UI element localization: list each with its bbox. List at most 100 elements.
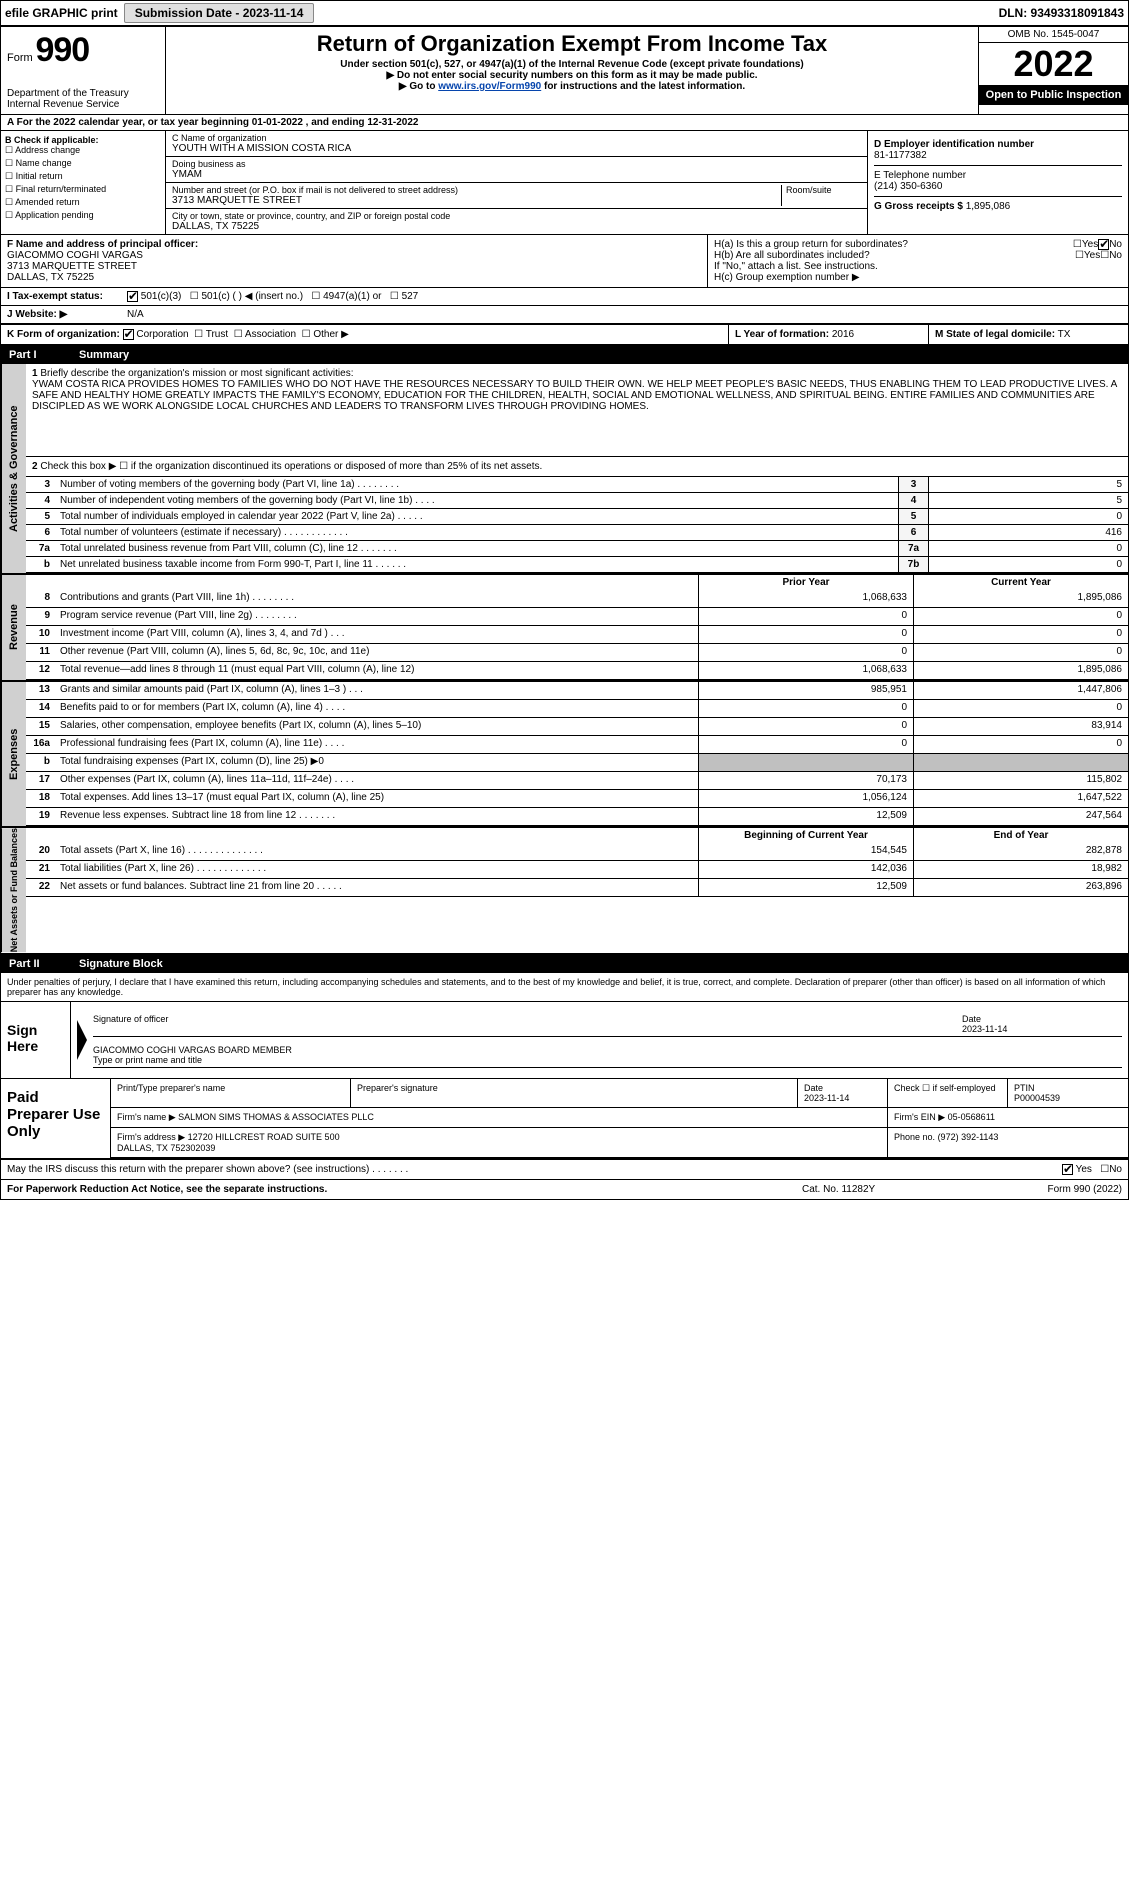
form-prefix: Form (7, 52, 33, 64)
discuss-yes-cb[interactable] (1062, 1164, 1073, 1175)
net-assets-header: Beginning of Current Year End of Year (26, 828, 1128, 843)
fin-line: 14Benefits paid to or for members (Part … (26, 700, 1128, 718)
box-c: C Name of organization YOUTH WITH A MISS… (166, 131, 868, 234)
street-value: 3713 MARQUETTE STREET (172, 195, 781, 206)
penalty-declaration: Under penalties of perjury, I declare th… (1, 973, 1128, 1002)
fin-line: 18Total expenses. Add lines 13–17 (must … (26, 790, 1128, 808)
fin-line: 22Net assets or fund balances. Subtract … (26, 879, 1128, 897)
cat-no: Cat. No. 11282Y (802, 1184, 982, 1195)
sig-date-label: Date (962, 1014, 981, 1024)
sign-arrow-icon (77, 1020, 87, 1060)
boy-header: Beginning of Current Year (698, 828, 913, 843)
prep-name-header: Print/Type preparer's name (111, 1079, 351, 1107)
sign-here-label: Sign Here (1, 1002, 71, 1078)
omb-number: OMB No. 1545-0047 (979, 27, 1128, 43)
hb-note: If "No," attach a list. See instructions… (714, 261, 1122, 272)
cb-501c3[interactable] (127, 291, 138, 302)
form-note2: ▶ Go to www.irs.gov/Form990 for instruct… (174, 81, 970, 92)
officer-name: GIACOMMO COGHI VARGAS (7, 250, 701, 261)
irs-link[interactable]: www.irs.gov/Form990 (438, 81, 541, 92)
dln-label: DLN: 93493318091843 (999, 6, 1124, 20)
prep-date: 2023-11-14 (804, 1093, 849, 1103)
line1: 1 Briefly describe the organization's mi… (26, 364, 1128, 457)
fh-row: F Name and address of principal officer:… (1, 235, 1128, 288)
cb-name-change[interactable]: ☐ Name change (5, 158, 161, 169)
discuss-label: May the IRS discuss this return with the… (7, 1164, 1062, 1175)
ptin-label: PTIN (1014, 1083, 1035, 1093)
city-value: DALLAS, TX 75225 (172, 221, 861, 232)
firm-phone-label: Phone no. (894, 1132, 935, 1142)
year-formation-value: 2016 (832, 329, 854, 340)
room-label: Room/suite (786, 185, 861, 195)
sign-section: Sign Here Signature of officer Date2023-… (1, 1002, 1128, 1079)
ha-yes[interactable]: ☐Yes (1073, 239, 1098, 250)
box-b-header: B Check if applicable: (5, 135, 99, 145)
form-subtitle: Under section 501(c), 527, or 4947(a)(1)… (174, 59, 970, 70)
fin-line: 20Total assets (Part X, line 16) . . . .… (26, 843, 1128, 861)
box-b: B Check if applicable: ☐ Address change … (1, 131, 166, 234)
firm-ein-label: Firm's EIN ▶ (894, 1112, 945, 1122)
expenses-section: Expenses 13Grants and similar amounts pa… (1, 682, 1128, 828)
cb-corporation[interactable] (123, 329, 134, 340)
cb-application[interactable]: ☐ Application pending (5, 210, 161, 221)
header-center: Return of Organization Exempt From Incom… (166, 27, 978, 114)
efile-label: efile GRAPHIC print (5, 6, 118, 20)
revenue-header: Prior Year Current Year (26, 575, 1128, 590)
net-assets-section: Net Assets or Fund Balances Beginning of… (1, 828, 1128, 954)
discuss-row: May the IRS discuss this return with the… (1, 1160, 1128, 1180)
summary-line: 4Number of independent voting members of… (26, 493, 1128, 509)
preparer-section: Paid Preparer Use Only Print/Type prepar… (1, 1079, 1128, 1160)
tax-year: 2022 (979, 43, 1128, 85)
fin-line: 9Program service revenue (Part VIII, lin… (26, 608, 1128, 626)
firm-name-label: Firm's name ▶ (117, 1112, 176, 1122)
phone-value: (214) 350-6360 (874, 181, 1122, 192)
officer-signed-name: GIACOMMO COGHI VARGAS BOARD MEMBER (93, 1045, 1122, 1055)
dba-value: YMAM (172, 169, 861, 180)
form-header: Form 990 Department of the Treasury Inte… (1, 27, 1128, 115)
summary-line: bNet unrelated business taxable income f… (26, 557, 1128, 573)
submission-date-button[interactable]: Submission Date - 2023-11-14 (124, 3, 315, 23)
tax-exempt-label: I Tax-exempt status: (1, 288, 121, 305)
fin-line: 8Contributions and grants (Part VIII, li… (26, 590, 1128, 608)
pra-notice: For Paperwork Reduction Act Notice, see … (7, 1184, 802, 1195)
phone-label: E Telephone number (874, 170, 1122, 181)
sig-officer-label: Signature of officer (93, 1014, 962, 1034)
street-label: Number and street (or P.O. box if mail i… (172, 185, 781, 195)
fin-line: 15Salaries, other compensation, employee… (26, 718, 1128, 736)
part2-title: Signature Block (79, 958, 163, 970)
ein-value: 81-1177382 (874, 150, 1122, 161)
firm-name: SALMON SIMS THOMAS & ASSOCIATES PLLC (178, 1112, 374, 1122)
firm-addr-label: Firm's address ▶ (117, 1132, 185, 1142)
department-label: Department of the Treasury Internal Reve… (7, 70, 159, 110)
footer-row: For Paperwork Reduction Act Notice, see … (1, 1180, 1128, 1199)
form-container: Form 990 Department of the Treasury Inte… (0, 26, 1129, 1200)
side-tab-ag: Activities & Governance (1, 364, 26, 573)
fin-line: 10Investment income (Part VIII, column (… (26, 626, 1128, 644)
fin-line: 12Total revenue—add lines 8 through 11 (… (26, 662, 1128, 680)
hb-no[interactable]: ☐No (1100, 250, 1122, 261)
ha-label: H(a) Is this a group return for subordin… (714, 239, 1073, 250)
cb-final-return[interactable]: ☐ Final return/terminated (5, 184, 161, 195)
part1-title: Summary (79, 349, 129, 361)
cb-initial-return[interactable]: ☐ Initial return (5, 171, 161, 182)
part2-header: Part II Signature Block (1, 955, 1128, 973)
hb-yes[interactable]: ☐Yes (1075, 250, 1100, 261)
summary-line: 7aTotal unrelated business revenue from … (26, 541, 1128, 557)
firm-phone: (972) 392-1143 (938, 1132, 999, 1142)
ha-no[interactable]: No (1098, 239, 1122, 250)
info-grid: B Check if applicable: ☐ Address change … (1, 131, 1128, 235)
row-j: J Website: ▶ N/A (1, 306, 1128, 325)
row-klm: K Form of organization: Corporation ☐ Tr… (1, 325, 1128, 346)
cb-amended[interactable]: ☐ Amended return (5, 197, 161, 208)
dba-label: Doing business as (172, 159, 861, 169)
mission-text: YWAM COSTA RICA PROVIDES HOMES TO FAMILI… (32, 379, 1117, 412)
form-footer: Form 990 (2022) (982, 1184, 1122, 1195)
prep-date-header: Date (804, 1083, 823, 1093)
line-a: A For the 2022 calendar year, or tax yea… (1, 115, 1128, 131)
form-title: Return of Organization Exempt From Incom… (174, 31, 970, 57)
fin-line: 13Grants and similar amounts paid (Part … (26, 682, 1128, 700)
officer-label: F Name and address of principal officer: (7, 239, 701, 250)
summary-line: 6Total number of volunteers (estimate if… (26, 525, 1128, 541)
preparer-label: Paid Preparer Use Only (1, 1079, 111, 1158)
cb-address-change[interactable]: ☐ Address change (5, 145, 161, 156)
